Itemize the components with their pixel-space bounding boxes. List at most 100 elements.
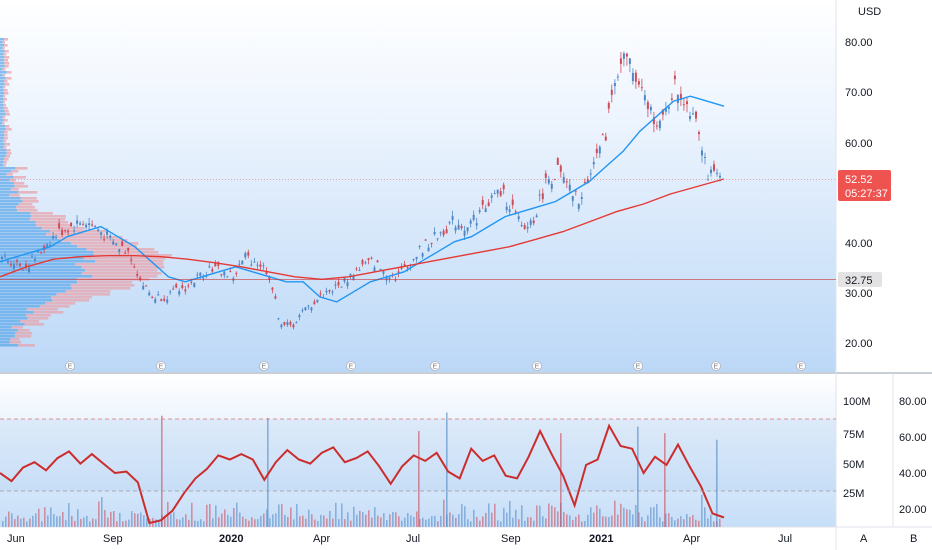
volume-profile-bar: [0, 215, 32, 218]
candle-body: [517, 216, 520, 220]
auto-scale-button[interactable]: A: [860, 533, 868, 545]
candle-body: [220, 274, 223, 276]
candle-body: [695, 111, 697, 119]
candle-body: [187, 285, 190, 287]
volume-bar: [197, 521, 199, 527]
volume-bar: [335, 502, 337, 527]
volume-profile-bar: [0, 197, 21, 200]
volume-profile-bar: [0, 122, 3, 125]
candle-body: [583, 182, 586, 183]
earnings-marker: [796, 361, 806, 371]
price-tick: 20.00: [845, 338, 873, 350]
earnings-marker: [633, 361, 643, 371]
volume-profile-bar: [3, 59, 8, 62]
candle-body: [328, 290, 331, 292]
volume-tick: 75M: [843, 429, 864, 441]
candle-body: [226, 276, 229, 278]
volume-profile-bar: [0, 212, 31, 215]
candle-body: [382, 271, 385, 274]
volume-bar: [248, 520, 250, 527]
candle-body: [7, 261, 9, 263]
candle-body: [268, 276, 271, 281]
volume-profile-bar: [0, 173, 7, 176]
candle-body: [316, 299, 319, 303]
volume-profile-bar: [59, 239, 128, 242]
volume-profile-bar: [35, 221, 69, 224]
volume-spike-bar: [560, 433, 562, 527]
volume-bar: [473, 509, 475, 527]
volume-profile-bar: [0, 110, 5, 113]
candle-body: [373, 267, 376, 272]
volume-profile-bar: [0, 152, 7, 155]
volume-profile-bar: [15, 206, 35, 209]
volume-spike-bar: [267, 417, 269, 527]
volume-profile-bar: [86, 248, 155, 251]
volume-bar: [332, 518, 334, 527]
candle-body: [415, 256, 418, 260]
time-axis[interactable]: Jun Sep 2020 Apr Jul Sep 2021 Apr Jul: [7, 533, 792, 545]
time-label: 2021: [589, 533, 613, 545]
volume-bar: [53, 514, 55, 527]
volume-bar: [623, 507, 625, 527]
volume-profile-bar: [15, 332, 33, 335]
candle-body: [280, 324, 283, 328]
time-label: Jun: [7, 533, 25, 545]
volume-spike-bar: [418, 431, 420, 527]
volume-bar: [431, 516, 433, 527]
poc-price-value: 32.75: [845, 275, 873, 287]
candle-body: [76, 220, 79, 224]
candle-body: [145, 285, 148, 287]
volume-profile-bar: [0, 56, 5, 59]
time-label: Sep: [501, 533, 521, 545]
candle-body: [472, 214, 475, 220]
volume-bar: [494, 503, 496, 527]
volume-bar: [569, 515, 571, 527]
candle-body: [283, 322, 286, 325]
b-button[interactable]: B: [910, 533, 917, 545]
volume-bar: [2, 521, 4, 527]
volume-profile-bar: [0, 293, 57, 296]
volume-profile-bar: [0, 338, 11, 341]
candle-body: [436, 238, 439, 240]
candle-body: [88, 223, 91, 226]
volume-bar: [311, 514, 313, 527]
volume-profile-bar: [0, 50, 5, 53]
volume-bar: [644, 521, 646, 527]
price-axis[interactable]: 80.00 70.00 60.00 40.00 30.00 20.00: [845, 37, 873, 350]
candle-body: [571, 196, 574, 201]
volume-bar: [98, 501, 100, 527]
volume-bar: [470, 521, 472, 527]
candle-body: [442, 230, 445, 236]
volume-bar: [575, 516, 577, 527]
volume-bar: [713, 521, 715, 527]
volume-bar: [299, 516, 301, 527]
volume-bar: [467, 519, 469, 527]
volume-profile-bar: [0, 44, 4, 47]
volume-bar: [458, 514, 460, 527]
candle-body: [238, 263, 241, 265]
candle-body: [689, 116, 691, 120]
volume-profile-bar: [0, 146, 4, 149]
volume-bar: [572, 519, 574, 527]
volume-profile-bar: [2, 101, 5, 104]
volume-bar: [269, 518, 271, 527]
candle-body: [4, 255, 6, 257]
candle-body: [196, 274, 199, 276]
volume-bar: [200, 519, 202, 527]
earnings-marker-label: E: [799, 364, 804, 371]
volume-bar: [647, 515, 649, 527]
oscillator-axis[interactable]: 80.00 60.00 40.00 20.00: [899, 396, 927, 516]
volume-bar: [701, 494, 703, 527]
volume-axis[interactable]: 100M 75M 50M 25M: [843, 396, 871, 500]
volume-profile-bar: [0, 104, 4, 107]
candle-body: [331, 291, 334, 293]
volume-bar: [395, 512, 397, 527]
candle-body: [184, 289, 187, 292]
candle-body: [19, 264, 21, 266]
last-price-badge: 52.52 05:27:37: [838, 170, 891, 201]
volume-bar: [74, 520, 76, 527]
volume-bar: [626, 509, 628, 527]
volume-profile-bar: [17, 329, 30, 332]
